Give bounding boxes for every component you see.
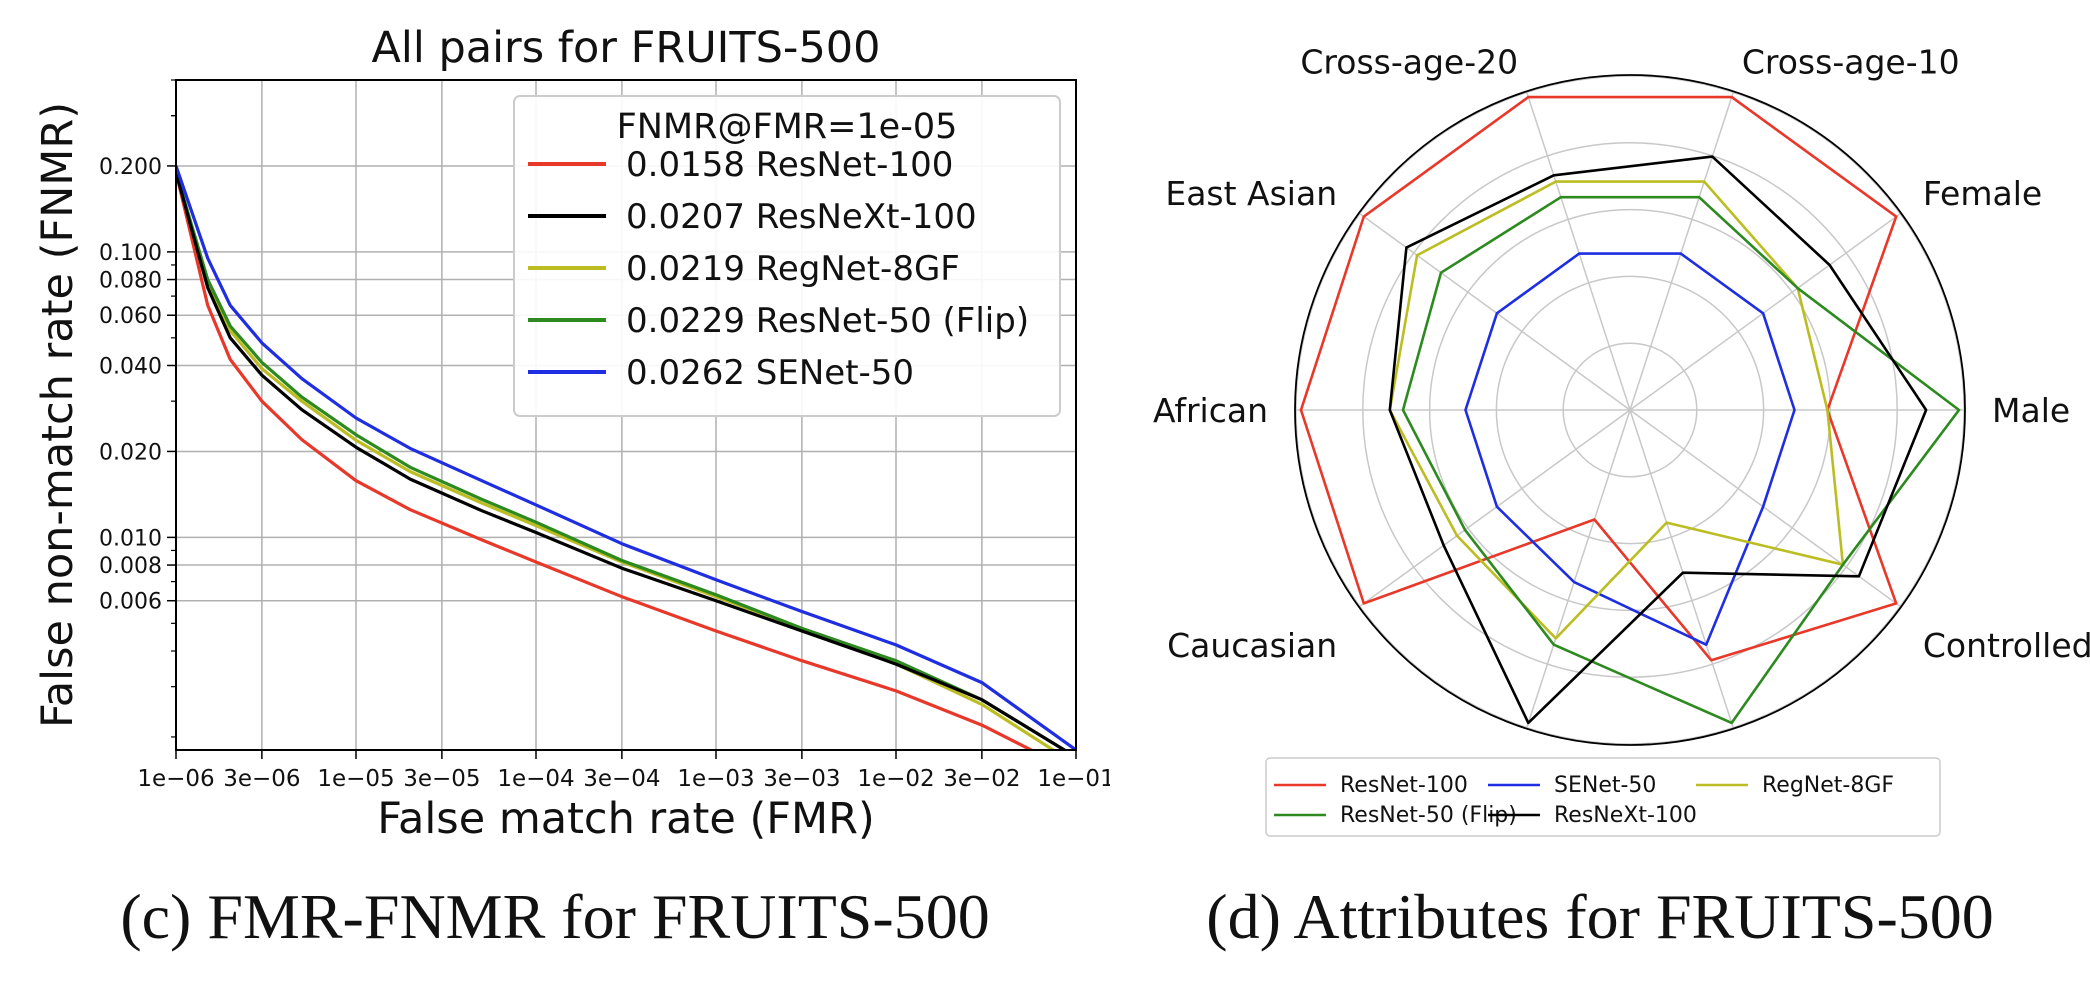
line-chart-title: All pairs for FRUITS-500	[371, 23, 880, 73]
x-tick-label: 3e−03	[763, 766, 840, 792]
legend-item-resnet100: 0.0158 ResNet-100	[528, 145, 953, 185]
series-line-resnext100	[176, 171, 1068, 750]
legend-box	[513, 95, 1061, 417]
radar-legend-label: ResNet-50 (Flip)	[1340, 803, 1517, 828]
x-tick-label: 1e−06	[137, 766, 214, 792]
radar-axis-labels: Male Female Cross-age-10 Cross-age-20 East A…	[1153, 43, 2090, 797]
radar-outer-ring	[1294, 74, 1966, 746]
radar-legend-label: ResNet-100	[1340, 773, 1468, 798]
series-line-resnet100	[176, 171, 1035, 750]
y-tick-label: 0.008	[99, 554, 162, 579]
radar-axis-label: Female	[1923, 174, 2042, 213]
line-chart-ticks: 1e−06 3e−06 1e−05 3e−05 1e−04 3e−04 1e−03 3e−03…	[99, 79, 1110, 792]
radar-axis-label: Caucasian	[1167, 626, 1337, 665]
radar-legend-label: SENet-50	[1554, 773, 1656, 798]
series-line-resnet50flip	[176, 171, 1068, 750]
radar-series-resnext100	[1388, 155, 1928, 725]
x-tick-label: 3e−05	[403, 766, 480, 792]
legend-label: 0.0158 ResNet-100	[626, 145, 953, 185]
radar-series-senet50	[1464, 252, 1796, 647]
radar-series-resnet50flip	[1401, 195, 1961, 725]
caption-left: (c) FMR-FNMR for FRUITS-500	[120, 881, 990, 952]
x-tick-label: 1e−03	[677, 766, 754, 792]
radar-legend-label: RegNet-8GF	[1762, 773, 1894, 798]
y-tick-label: 0.006	[99, 590, 162, 615]
radar-legend-item-resnet50flip: ResNet-50 (Flip)	[1274, 803, 1517, 828]
radar-spoke	[1629, 409, 1734, 728]
radar-legend-item-resnet100: ResNet-100	[1274, 773, 1468, 798]
caption-right: (d) Attributes for FRUITS-500	[1206, 881, 1994, 952]
radar-axis-label: African	[1153, 391, 1268, 430]
y-tick-label: 0.060	[99, 304, 162, 329]
y-tick-label: 0.100	[99, 241, 162, 266]
radar-grid	[1294, 74, 1966, 746]
legend-item-resnext100: 0.0207 ResNeXt-100	[528, 197, 977, 237]
radar-legend-label: ResNeXt-100	[1554, 803, 1697, 828]
radar-series	[1299, 95, 1961, 725]
radar-legend-box	[1265, 757, 1941, 837]
line-chart-xlabel: False match rate (FMR)	[377, 794, 875, 844]
legend-item-regnet8gf: 0.0219 RegNet-8GF	[528, 249, 960, 289]
radar-series-resnet100	[1299, 95, 1898, 662]
y-tick-label: 0.010	[99, 526, 162, 551]
legend-label: 0.0229 ResNet-50 (Flip)	[626, 301, 1029, 341]
radar-legend-item-regnet8gf: RegNet-8GF	[1696, 773, 1894, 798]
radar-axis-label: East Asian	[1165, 174, 1337, 213]
line-chart-frame	[175, 79, 1077, 751]
x-tick-label: 1e−02	[857, 766, 934, 792]
attributes-radar-chart: Male Female Cross-age-10 Cross-age-20 East A…	[1153, 43, 2090, 837]
x-tick-label: 1e−04	[497, 766, 574, 792]
radar-axis-label: Male	[1992, 391, 2070, 430]
radar-spoke	[1526, 92, 1631, 411]
legend-label: 0.0219 RegNet-8GF	[626, 249, 960, 289]
radar-axis-label: Cross-age-10	[1742, 43, 1960, 82]
legend-label: 0.0262 SENet-50	[626, 353, 914, 393]
radar-spoke	[1359, 213, 1631, 411]
x-tick-label: 1e−01	[1037, 766, 1110, 792]
x-tick-label: 3e−06	[223, 766, 300, 792]
radar-legend: ResNet-100 SENet-50 RegNet-8GF ResNet-50 (F…	[1265, 757, 1941, 837]
y-tick-label: 0.020	[99, 440, 162, 465]
radar-axis-label: Cross-age-20	[1300, 43, 1518, 82]
line-chart-ylabel: False non-match rate (FNMR)	[33, 102, 83, 728]
line-chart-series	[176, 165, 1076, 750]
radar-spoke	[1359, 409, 1631, 607]
y-tick-label: 0.040	[99, 354, 162, 379]
y-tick-label: 0.080	[99, 269, 162, 294]
fmr-fnmr-chart: All pairs for FRUITS-500 1e−06 3e−06 1e−05…	[33, 23, 1110, 844]
radar-spoke	[1526, 409, 1631, 728]
legend-label: 0.0207 ResNeXt-100	[626, 197, 977, 237]
radar-spoke	[1629, 92, 1734, 411]
radar-spoke	[1629, 213, 1901, 411]
radar-axis-label: Controlled	[1923, 626, 2090, 665]
radar-legend-item-resnext100: ResNeXt-100	[1488, 803, 1697, 828]
x-tick-label: 3e−04	[583, 766, 660, 792]
radar-spoke	[1629, 409, 1901, 607]
radar-legend-item-senet50: SENet-50	[1488, 773, 1656, 798]
y-tick-label: 0.200	[99, 155, 162, 180]
legend-item-resnet50flip: 0.0229 ResNet-50 (Flip)	[528, 301, 1029, 341]
legend-item-senet50: 0.0262 SENet-50	[528, 353, 914, 393]
x-tick-label: 3e−02	[943, 766, 1020, 792]
series-line-senet50	[176, 165, 1076, 750]
line-chart-legend: FNMR@FMR=1e-05 0.0158 ResNet-100 0.0207 R…	[513, 95, 1061, 417]
legend-title: FNMR@FMR=1e-05	[617, 107, 958, 147]
x-tick-label: 1e−05	[317, 766, 394, 792]
